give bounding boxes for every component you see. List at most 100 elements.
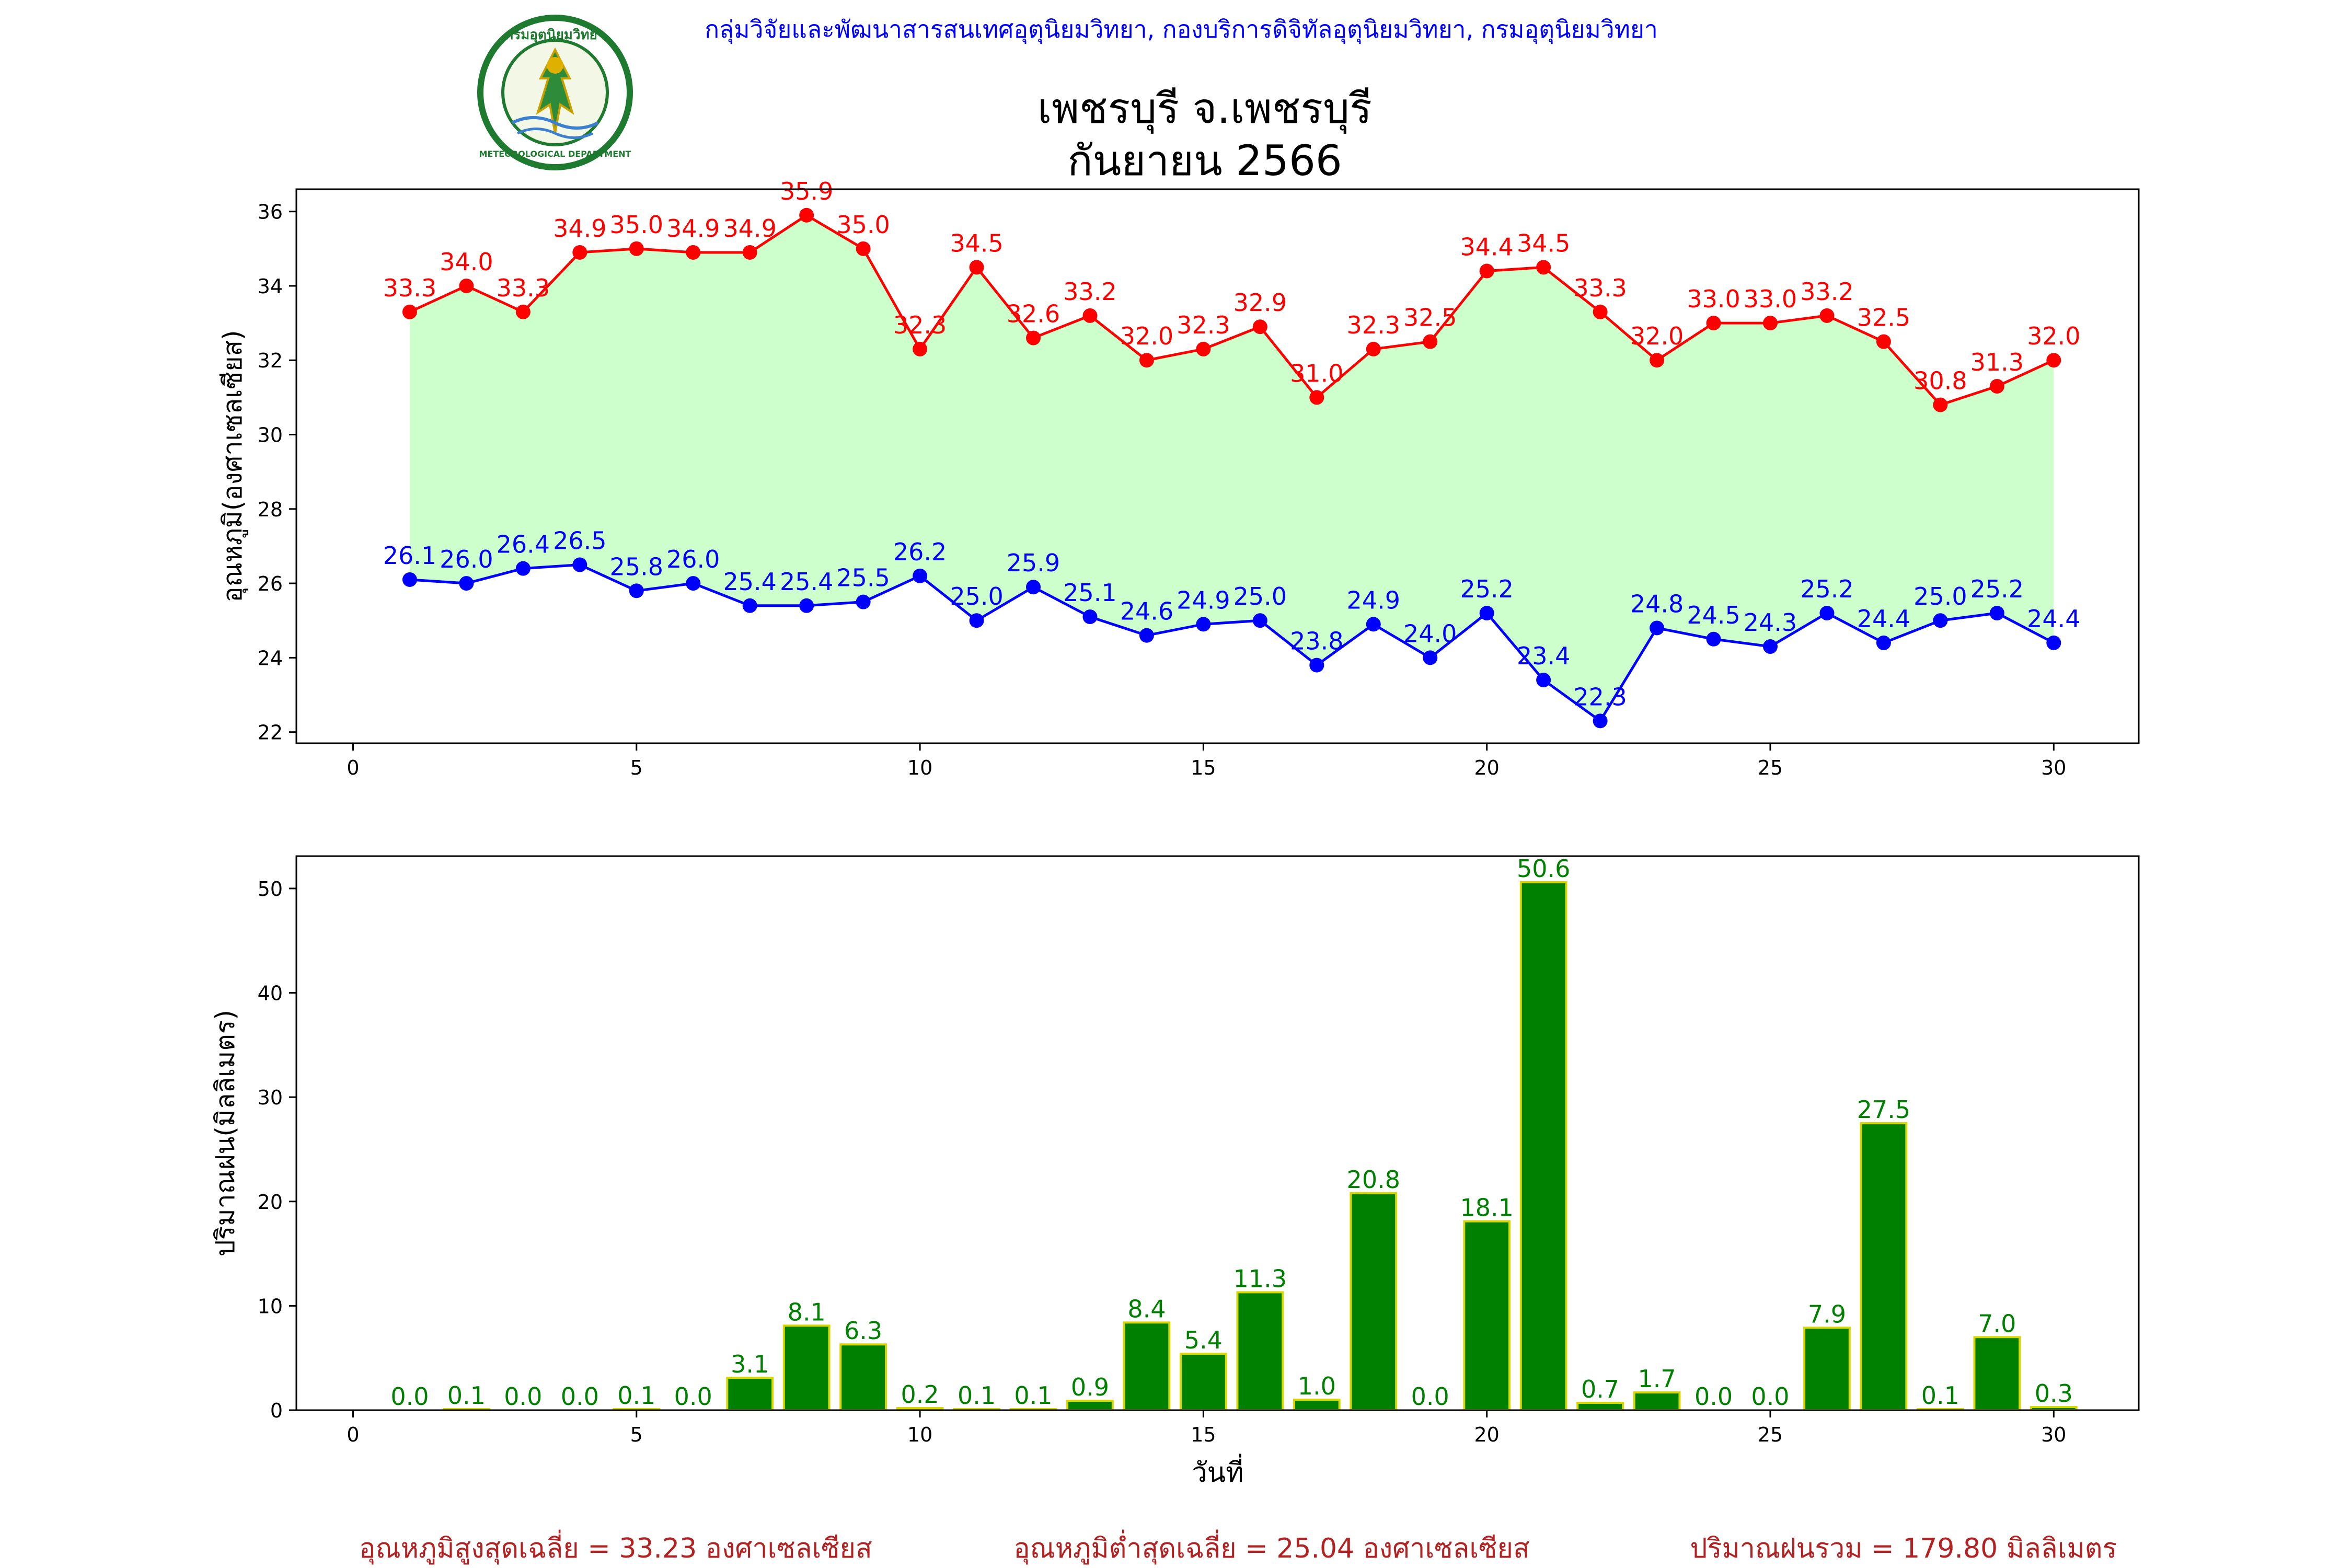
rainfall-value-label: 0.0 — [561, 1382, 599, 1411]
max-temperature-label: 32.3 — [893, 311, 947, 339]
min-temperature-label: 25.2 — [1800, 575, 1853, 603]
temperature-x-ticks: 0 5 10 15 20 25 30 — [347, 743, 2066, 779]
max-temperature-label: 33.3 — [383, 274, 436, 302]
min-temperature-point — [1252, 613, 1267, 628]
min-temperature-label: 26.0 — [666, 545, 720, 573]
min-temperature-point — [1196, 617, 1211, 632]
max-temperature-line — [409, 213, 2055, 407]
min-temperature-point — [629, 583, 644, 598]
max-temperature-label: 32.0 — [1630, 322, 1684, 350]
max-temperature-point — [1989, 379, 2004, 394]
max-temperature-point — [515, 304, 531, 319]
x-tick-label: 5 — [630, 1423, 643, 1446]
min-temperature-label: 25.0 — [950, 582, 1003, 610]
min-temperature-label: 24.6 — [1120, 597, 1173, 626]
max-temperature-point — [1819, 308, 1835, 323]
temperature-y-axis-label: อุณหภูมิ(องศาเซลเซียส) — [217, 330, 248, 602]
rainfall-value-label: 27.5 — [1857, 1096, 1910, 1124]
max-temperature-label: 34.9 — [666, 214, 720, 243]
temperature-value-labels: 33.3 26.1 34.0 26.0 33.3 26.4 34.9 26.5 35.0 25.8… — [383, 177, 2081, 711]
rainfall-bar — [1180, 1353, 1227, 1411]
min-temperature-point — [856, 594, 871, 609]
min-temperature-point — [459, 576, 474, 591]
min-temperature-label: 26.1 — [383, 541, 436, 570]
total-rainfall: ปริมาณฝนรวม = 179.80 มิลลิเมตร — [1690, 1533, 2117, 1564]
min-temperature-label: 25.2 — [1460, 575, 1513, 603]
x-tick-label: 20 — [1474, 756, 1500, 779]
max-temperature-point — [686, 245, 701, 260]
max-temperature-series — [409, 213, 2055, 407]
min-temperature-point — [686, 576, 701, 591]
max-temperature-point — [969, 260, 984, 275]
max-temperature-point — [1479, 263, 1494, 279]
max-temperature-point — [1933, 397, 1948, 412]
y-tick-label: 10 — [258, 1295, 283, 1318]
max-temperature-label: 32.5 — [1403, 304, 1457, 332]
rainfall-value-label: 0.0 — [390, 1382, 429, 1411]
temperature-points — [402, 207, 2061, 729]
max-temperature-point — [856, 241, 871, 256]
max-temperature-label: 31.3 — [1970, 348, 2024, 376]
min-temperature-label: 26.4 — [497, 531, 550, 559]
max-temperature-point — [1309, 390, 1324, 405]
max-temperature-label: 31.0 — [1290, 359, 1343, 387]
max-temperature-label: 33.2 — [1063, 278, 1116, 306]
max-temperature-label: 34.0 — [440, 248, 493, 276]
rainfall-y-ticks: 0 10 20 30 40 50 — [258, 878, 296, 1422]
chart-title-month: กันยายน 2566 — [1067, 136, 1342, 185]
min-temperature-point — [572, 557, 587, 572]
min-temperature-point — [913, 568, 928, 583]
rainfall-value-label: 3.1 — [731, 1350, 769, 1378]
min-temperature-point — [1082, 609, 1098, 625]
min-temperature-point — [1876, 635, 1891, 650]
rainfall-value-label: 11.3 — [1233, 1264, 1287, 1293]
rainfall-bar — [1803, 1327, 1851, 1412]
min-temperature-point — [402, 572, 417, 587]
y-tick-label: 32 — [258, 349, 283, 372]
max-temperature-point — [1763, 316, 1778, 331]
min-temperature-label: 25.4 — [780, 568, 833, 596]
max-temperature-point — [572, 245, 587, 260]
max-temperature-label: 34.9 — [723, 214, 776, 243]
min-temperature-label: 25.8 — [610, 552, 663, 581]
max-temperature-point — [1876, 334, 1891, 349]
max-temperature-label: 32.3 — [1347, 311, 1400, 339]
temperature-chart: 33.3 26.1 34.0 26.0 33.3 26.4 34.9 26.5 35.0 25.8… — [217, 177, 2140, 779]
avg-min-temperature: อุณหภูมิต่ำสุดเฉลี่ย = 25.04 องศาเซลเซีย… — [1013, 1529, 1529, 1565]
max-temperature-point — [1196, 341, 1211, 356]
rainfall-bars — [443, 881, 2078, 1412]
x-tick-label: 20 — [1474, 1423, 1500, 1446]
x-tick-label: 15 — [1191, 1423, 1216, 1446]
min-temperature-point — [1309, 658, 1324, 673]
min-temperature-label: 25.0 — [1233, 582, 1287, 610]
temperature-range-fill — [409, 215, 2054, 721]
min-temperature-point — [742, 598, 757, 613]
rainfall-bar — [839, 1343, 887, 1412]
y-tick-label: 30 — [258, 1086, 283, 1109]
max-temperature-point — [1026, 330, 1041, 345]
max-temperature-label: 35.9 — [780, 177, 833, 205]
max-temperature-label: 33.0 — [1744, 285, 1797, 313]
rainfall-value-label: 8.4 — [1127, 1295, 1166, 1323]
max-temperature-label: 34.4 — [1460, 233, 1513, 261]
max-temperature-label: 32.5 — [1857, 304, 1910, 332]
rainfall-bar — [1293, 1399, 1341, 1411]
y-tick-label: 50 — [258, 878, 283, 901]
rainfall-bar — [1066, 1400, 1114, 1412]
rainfall-chart: 0.0 0.1 0.0 0.0 0.1 0.0 3.1 8.1 6.3 0.2 0.1 0.1 0.9 8… — [210, 855, 2140, 1489]
max-temperature-label: 32.6 — [1007, 300, 1060, 328]
rainfall-value-label: 20.8 — [1347, 1166, 1400, 1194]
max-temperature-label: 35.0 — [836, 211, 890, 239]
min-temperature-point — [1706, 631, 1721, 647]
rainfall-value-label: 6.3 — [844, 1317, 882, 1345]
max-temperature-point — [1650, 353, 1665, 368]
x-tick-label: 10 — [907, 756, 932, 779]
max-temperature-point — [799, 207, 814, 223]
min-temperature-label: 24.0 — [1403, 619, 1457, 648]
rainfall-bar — [1123, 1321, 1171, 1412]
min-temperature-label: 26.2 — [893, 538, 947, 566]
min-temperature-line — [409, 563, 2055, 723]
rainfall-value-label: 0.3 — [2035, 1379, 2073, 1408]
min-temperature-label: 25.0 — [1913, 582, 1967, 610]
